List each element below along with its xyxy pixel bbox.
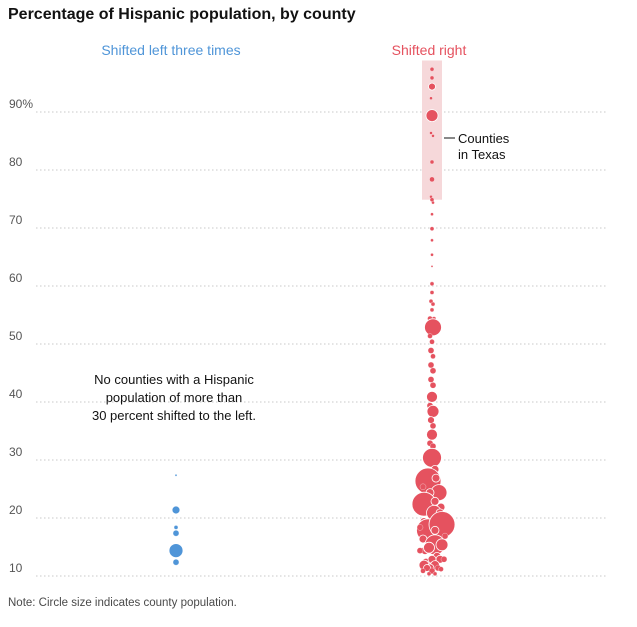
right-county-point bbox=[428, 82, 436, 91]
right-county-point bbox=[431, 200, 435, 205]
right-county-point bbox=[427, 416, 435, 425]
y-tick-label: 70 bbox=[9, 213, 23, 227]
right-county-point bbox=[429, 281, 435, 286]
right-county-point bbox=[425, 109, 439, 122]
right-county-point bbox=[430, 238, 434, 242]
right-county-point bbox=[416, 524, 424, 531]
y-axis-ticks: 10 20 30 40 50 60 70 80 90% bbox=[9, 97, 33, 575]
left-county-point bbox=[171, 505, 181, 515]
left-county-point bbox=[168, 543, 184, 558]
right-county-point bbox=[430, 525, 440, 535]
right-county-point bbox=[429, 422, 437, 430]
right-county-point bbox=[427, 361, 435, 369]
right-county-point bbox=[435, 538, 449, 552]
right-county-point bbox=[429, 67, 435, 72]
right-county-point bbox=[430, 265, 434, 268]
right-county-point bbox=[420, 568, 426, 574]
texas-annotation: Counties in Texas bbox=[458, 131, 510, 162]
right-county-point bbox=[430, 301, 436, 307]
chart-title: Percentage of Hispanic population, by co… bbox=[8, 6, 356, 23]
points-shifted-right bbox=[411, 67, 456, 576]
right-county-point bbox=[429, 159, 435, 165]
right-county-point bbox=[429, 226, 435, 231]
y-tick-label: 20 bbox=[9, 503, 23, 517]
footnote: Note: Circle size indicates county popul… bbox=[8, 597, 237, 609]
right-county-point bbox=[424, 318, 442, 337]
y-tick-label: 40 bbox=[9, 387, 23, 401]
y-tick-label: 80 bbox=[9, 155, 23, 169]
right-county-point bbox=[430, 212, 434, 216]
y-tick-label: 30 bbox=[9, 445, 23, 459]
right-county-point bbox=[431, 134, 435, 138]
right-county-point bbox=[427, 333, 433, 339]
right-county-point bbox=[416, 547, 424, 554]
right-county-point bbox=[429, 307, 435, 313]
right-county-point bbox=[438, 566, 444, 572]
right-county-point bbox=[431, 473, 441, 483]
series-title-right: Shifted right bbox=[392, 42, 467, 58]
right-county-point bbox=[426, 404, 440, 418]
right-county-point bbox=[429, 75, 435, 81]
right-county-point bbox=[422, 447, 442, 468]
right-county-point bbox=[423, 541, 435, 554]
right-county-point bbox=[432, 571, 438, 576]
right-county-point bbox=[426, 390, 438, 403]
right-county-point bbox=[426, 428, 438, 441]
right-county-point bbox=[429, 96, 433, 100]
right-county-point bbox=[419, 483, 427, 490]
series-title-left: Shifted left three times bbox=[101, 42, 240, 58]
right-county-point bbox=[427, 376, 435, 383]
right-county-point bbox=[440, 556, 448, 563]
y-tick-label: 10 bbox=[9, 561, 23, 575]
texas-highlight-band bbox=[422, 60, 442, 200]
y-tick-label: 50 bbox=[9, 329, 23, 343]
left-county-point bbox=[172, 559, 180, 566]
right-county-point bbox=[429, 339, 435, 345]
points-shifted-left bbox=[168, 474, 184, 566]
grid-layer bbox=[36, 111, 606, 577]
left-county-point bbox=[174, 474, 178, 477]
right-county-point bbox=[427, 347, 435, 354]
y-tick-label: 90% bbox=[9, 97, 33, 111]
left-county-point bbox=[172, 530, 180, 537]
right-county-point bbox=[426, 571, 432, 576]
right-county-point bbox=[429, 131, 433, 135]
left-annotation: No counties with a Hispanic population of… bbox=[92, 372, 256, 423]
right-county-point bbox=[430, 253, 434, 257]
right-county-point bbox=[430, 353, 436, 359]
left-county-point bbox=[173, 525, 179, 530]
right-county-point bbox=[429, 367, 437, 374]
right-county-point bbox=[429, 382, 437, 389]
right-county-point bbox=[429, 176, 435, 183]
right-county-point bbox=[441, 532, 449, 540]
right-county-point bbox=[429, 290, 435, 295]
y-tick-label: 60 bbox=[9, 271, 23, 285]
